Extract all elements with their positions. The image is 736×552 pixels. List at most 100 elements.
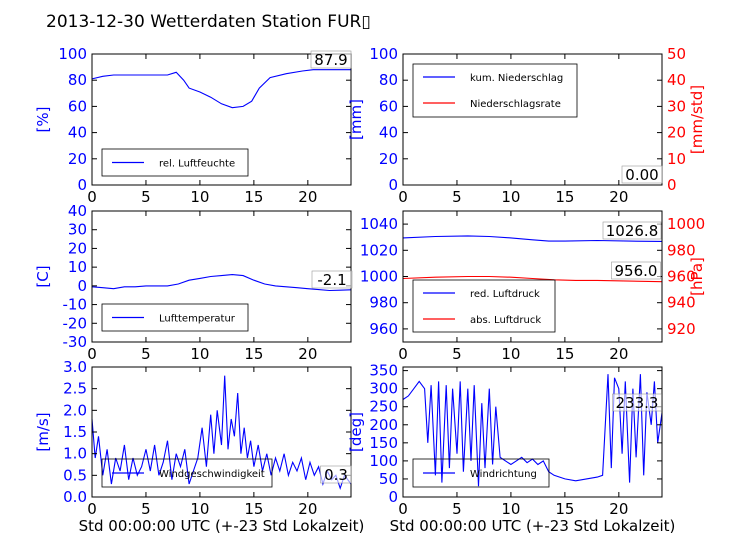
winddirection-xtick-label: 20 (609, 500, 628, 518)
pressure-series-line-1 (402, 275, 663, 283)
winddirection-xtick-label: 15 (555, 500, 574, 518)
winddirection-ytick-label: 0 (388, 488, 398, 506)
pressure-legend-box (412, 279, 556, 333)
pressure-ytick2-label: 980 (667, 241, 696, 259)
pressure-readout-value: 956.0 (615, 262, 658, 280)
precipitation-ytick2-label: 20 (667, 124, 686, 142)
precipitation-ytick2-label: 30 (667, 97, 686, 115)
pressure-xtick-label: 10 (501, 345, 520, 363)
precipitation-panel: 0 5 10 15 20 0 20 40 60 80 100 0 10 20 30 40 50 [mm] [mm/s… (347, 45, 706, 206)
pressure-panel: 0 5 10 15 20 960 980 1000 1020 1040 920 940 960 980 10… (360, 210, 706, 363)
pressure-xtick-label: 5 (452, 345, 462, 363)
temperature-ytick-label: -30 (63, 333, 88, 351)
pressure-xtick-label: 15 (555, 345, 574, 363)
pressure-readout-box (611, 261, 661, 280)
precipitation-xtick-label: 0 (398, 188, 408, 206)
precipitation-ytick-label: 40 (379, 124, 398, 142)
windspeed-xtick-label: 10 (190, 500, 209, 518)
winddirection-xtick-label: 5 (452, 500, 462, 518)
windspeed-ytick-label: 3.0 (63, 358, 87, 376)
windspeed-xtick-label: 0 (87, 500, 97, 518)
precipitation-xtick-label: 10 (501, 188, 520, 206)
temperature-xtick-label: 15 (244, 345, 263, 363)
winddirection-xtick-label: 10 (501, 500, 520, 518)
precipitation-ytick-label: 20 (379, 150, 398, 168)
precipitation-ytick2-label: 40 (667, 71, 686, 89)
pressure-ylabel2: [hPa] (688, 257, 706, 296)
temperature-series-line-0 (91, 274, 352, 292)
pressure-readout-value: 1026.8 (606, 222, 659, 240)
windspeed-ytick-label: 2.0 (63, 401, 87, 419)
windspeed-legend-box (101, 458, 273, 488)
temperature-readout-box (311, 270, 353, 289)
precipitation-ytick-label: 80 (379, 71, 398, 89)
precipitation-ytick2-label: 0 (667, 176, 677, 194)
temperature-ytick-label: 0 (77, 277, 87, 295)
windspeed-ylabel: [m/s] (34, 412, 52, 451)
windspeed-xlabel: Std 00:00:00 UTC (+-23 Std Lokalzeit) (79, 517, 365, 535)
winddirection-ytick-label: 150 (369, 434, 398, 452)
winddirection-ytick-label: 350 (369, 362, 398, 380)
windspeed-legend-label-0: Windgeschwindigkeit (159, 469, 265, 480)
pressure-ytick-label: 1040 (360, 215, 398, 233)
windspeed-panel: 0 5 10 15 20 0.0 0.5 1.0 1.5 2.0 2.5 3.0 [m/s] Std 00… (34, 358, 364, 535)
humidity-xtick-label: 15 (244, 188, 263, 206)
humidity-legend-label-0: rel. Luftfeuchte (159, 159, 235, 170)
winddirection-series-line-0 (402, 374, 663, 487)
winddirection-ylabel: [deg] (347, 412, 365, 452)
windspeed-xtick-label: 15 (244, 500, 263, 518)
precipitation-readout-value: 0.00 (625, 166, 658, 184)
humidity-ytick-label: 100 (58, 45, 87, 63)
winddirection-ytick-label: 200 (369, 416, 398, 434)
windspeed-series-line-0 (91, 375, 352, 491)
temperature-ylabel: [C] (34, 265, 52, 287)
winddirection-xlabel: Std 00:00:00 UTC (+-23 Std Lokalzeit) (390, 517, 676, 535)
humidity-series-line-0 (91, 69, 351, 109)
pressure-ytick-label: 960 (369, 320, 398, 338)
precipitation-ytick-label: 60 (379, 97, 398, 115)
precipitation-readout-box (621, 165, 663, 184)
pressure-legend-label-1: abs. Luftdruck (470, 315, 541, 326)
humidity-ytick-label: 0 (77, 176, 87, 194)
temperature-xtick-label: 10 (190, 345, 209, 363)
pressure-readout-box (602, 221, 662, 240)
windspeed-ytick-label: 2.5 (63, 380, 87, 398)
pressure-ytick-label: 1000 (360, 268, 398, 286)
precipitation-legend-box (412, 63, 578, 118)
pressure-ytick2-label: 940 (667, 294, 696, 312)
windspeed-xtick-label: 5 (141, 500, 151, 518)
pressure-legend-label-0: red. Luftdruck (470, 289, 540, 300)
winddirection-legend-box (412, 458, 550, 488)
winddirection-xtick-label: 0 (398, 500, 408, 518)
pressure-series-line-0 (402, 235, 663, 242)
winddirection-ytick-label: 50 (379, 470, 398, 488)
winddirection-readout-value: 233.3 (616, 394, 659, 412)
pressure-ytick-label: 1020 (360, 241, 398, 259)
humidity-ytick-label: 60 (68, 97, 87, 115)
windspeed-readout-value: 0.3 (324, 466, 348, 484)
precipitation-legend-label-0: kum. Niederschlag (470, 73, 563, 84)
precipitation-xtick-label: 15 (555, 188, 574, 206)
winddirection-ytick-label: 300 (369, 380, 398, 398)
windspeed-xtick-label: 20 (298, 500, 317, 518)
temperature-panel: 0 5 10 15 20-30-20-10010203040[C]Lufttempera… (34, 202, 353, 363)
humidity-xtick-label: 0 (87, 188, 97, 206)
pressure-xtick-label: 0 (398, 345, 408, 363)
temperature-ytick-label: 10 (68, 258, 87, 276)
humidity-xtick-label: 20 (298, 188, 317, 206)
temperature-ytick-label: -10 (63, 296, 88, 314)
precipitation-legend-label-1: Niederschlagsrate (470, 99, 561, 110)
precipitation-ytick2-label: 50 (667, 45, 686, 63)
temperature-legend-box (101, 303, 249, 332)
winddirection-ytick-label: 100 (369, 452, 398, 470)
windspeed-ytick-label: 1.0 (63, 445, 87, 463)
pressure-ytick2-label: 920 (667, 320, 696, 338)
precipitation-ylabel2: [mm/std] (688, 85, 706, 154)
temperature-xtick-label: 5 (141, 345, 151, 363)
temperature-ytick-label: 40 (68, 202, 87, 220)
humidity-ylabel: [%] (34, 107, 52, 133)
temperature-xtick-label: 0 (87, 345, 97, 363)
